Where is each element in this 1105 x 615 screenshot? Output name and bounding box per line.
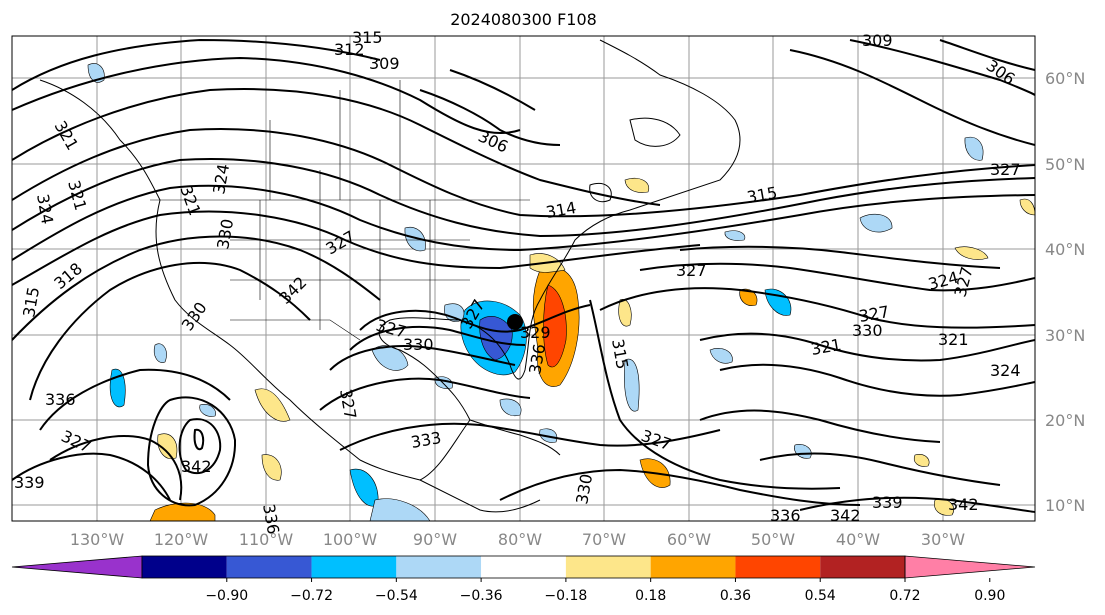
contour-label: 330: [403, 335, 434, 354]
colorbar-extend-min: [11, 555, 143, 579]
contour-labels: 315 312 309 306 309 306 327 324 321 321 …: [14, 28, 1021, 536]
contour-label: 330: [852, 321, 883, 340]
colorbar-tick-label: 0.54: [805, 588, 836, 604]
colorbar-segment: [481, 556, 566, 578]
latitude-labels: 60°N 50°N 40°N 30°N 20°N 10°N: [1045, 69, 1085, 515]
colorbar-segment: [735, 556, 821, 578]
latitude-label: 30°N: [1045, 326, 1085, 345]
longitude-label: 100°W: [323, 530, 378, 549]
colorbar-tick-label: −0.36: [460, 588, 503, 604]
latitude-label: 50°N: [1045, 155, 1085, 174]
colorbar: [11, 555, 1036, 579]
colorbar-segment: [565, 556, 651, 578]
colorbar-segment: [650, 556, 736, 578]
longitude-label: 40°W: [836, 530, 880, 549]
contour-label: 339: [14, 473, 45, 492]
contour-label: 329: [520, 323, 551, 342]
contour-label: 336: [770, 506, 801, 525]
colorbar-outline: [141, 555, 906, 579]
contour-label: 339: [872, 493, 903, 512]
longitude-label: 110°W: [239, 530, 294, 549]
contour-lines: [12, 38, 1035, 513]
longitude-label: 130°W: [70, 530, 125, 549]
colorbar-extend-max: [904, 555, 1036, 579]
contour-label: 309: [862, 31, 893, 50]
colorbar-segment: [820, 556, 905, 578]
longitude-labels: 130°W 120°W 110°W 100°W 90°W 80°W 70°W 60°W 50°W…: [70, 530, 965, 549]
cyclone-center-marker: [507, 314, 523, 330]
map-title: 2024080300 F108: [450, 10, 597, 29]
map-frame: [11, 35, 1036, 522]
contour-label: 309: [369, 54, 400, 73]
colorbar-segment: [226, 556, 312, 578]
colorbar-tick-labels: −0.90 −0.72 −0.54 −0.36 −0.18 0.18 0.36 0.54 0.7…: [205, 578, 1005, 604]
colorbar-tick-label: 0.90: [974, 588, 1005, 604]
contour-label: 327: [676, 261, 707, 280]
colorbar-tick-label: −0.54: [375, 588, 418, 604]
contour-label: 327: [990, 160, 1021, 179]
colorbar-tick-label: −0.72: [290, 588, 333, 604]
longitude-label: 80°W: [498, 530, 542, 549]
colorbar-segment: [396, 556, 482, 578]
longitude-label: 30°W: [921, 530, 965, 549]
contour-label: 324: [990, 361, 1021, 380]
longitude-label: 90°W: [413, 530, 457, 549]
contour-label: 312: [334, 40, 365, 59]
contour-label: 342: [830, 506, 861, 525]
colorbar-tick-label: −0.18: [544, 588, 587, 604]
latitude-label: 40°N: [1045, 240, 1085, 259]
contour-label: 321: [938, 330, 969, 349]
longitude-label: 120°W: [154, 530, 209, 549]
contour-label: 342: [948, 495, 979, 514]
colorbar-tick-label: 0.72: [889, 588, 920, 604]
contour-label: 315: [352, 28, 383, 47]
contour-label: 342: [181, 457, 212, 476]
contour-label: 336: [45, 390, 76, 409]
longitude-label: 70°W: [582, 530, 626, 549]
latitude-label: 10°N: [1045, 496, 1085, 515]
latitude-label: 60°N: [1045, 69, 1085, 88]
coastlines: [39, 39, 741, 513]
colorbar-tick-label: 0.18: [635, 588, 666, 604]
colorbar-segment: [142, 556, 227, 578]
colorbar-tick-label: 0.36: [720, 588, 751, 604]
colorbar-tick-label: −0.90: [205, 588, 248, 604]
colorbar-segment: [311, 556, 397, 578]
longitude-label: 60°W: [667, 530, 711, 549]
longitude-label: 50°W: [751, 530, 795, 549]
latitude-label: 20°N: [1045, 411, 1085, 430]
map-area: [12, 36, 1035, 521]
